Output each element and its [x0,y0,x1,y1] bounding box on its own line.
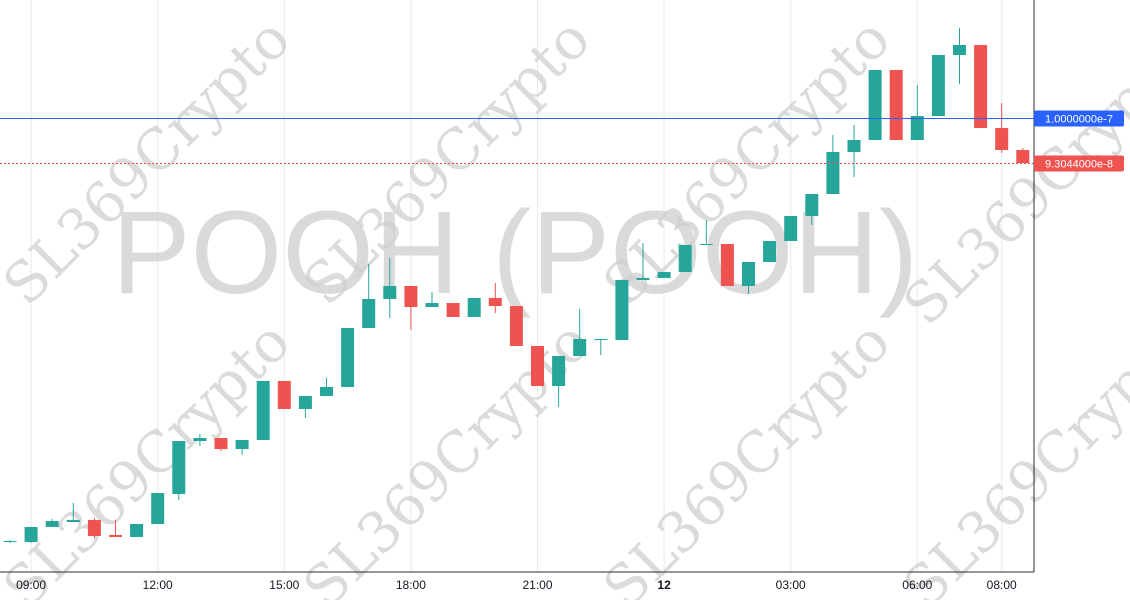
candle-body [699,244,713,246]
candle-body [24,526,38,542]
candle-body [277,380,291,409]
candle-body [742,261,755,286]
x-tick-label: 12:00 [143,578,173,592]
price-badge [1034,155,1124,172]
candle-body [87,519,101,536]
x-tick-label: 08:00 [987,578,1017,592]
candle-body [109,534,122,538]
candle-body [784,216,798,241]
watermark-symbol: POOH (POOH) [112,187,918,319]
x-tick-label: 09:00 [16,578,46,592]
candle-body [910,115,924,140]
plot [0,28,1034,544]
candle-body [341,327,355,387]
candle-body [615,279,629,341]
candle-body [931,54,945,116]
candle-body [214,438,228,450]
candle-body [425,303,439,308]
candle-body [678,244,692,273]
candle-body [130,523,144,538]
candle-body [805,194,819,217]
candle-body [320,386,333,396]
candle-body [531,345,544,387]
x-tick-label: 06:00 [902,578,932,592]
candle-body [847,139,861,153]
candle-body [45,521,59,527]
candle-body [383,286,397,300]
candle-body [657,272,671,278]
candle-body [172,441,186,494]
candle-body [509,305,523,346]
x-tick-label: 12 [657,578,671,592]
candle-body [66,519,80,522]
price-badge [1034,110,1124,127]
candle-body [488,297,502,306]
candle-body [256,380,270,440]
candle-body [995,128,1009,151]
candle-body [3,541,17,543]
candle-body [594,338,608,341]
candle-body [552,355,566,387]
candle-body [573,338,587,356]
x-tick-label: 18:00 [396,578,426,592]
candle-body [636,277,650,280]
candle-body [953,45,966,55]
candle-body [362,299,376,328]
candle-body [763,240,777,262]
price-label: 9.3044000e-8 [1045,158,1113,170]
candle-body [298,395,312,409]
candle-body [446,303,460,317]
candle-body [1016,150,1030,164]
candle-body [193,438,207,442]
candle-body [868,69,882,140]
price-label: 1.0000000e-7 [1045,113,1113,125]
x-tick-label: 15:00 [269,578,299,592]
candle-body [720,244,734,286]
candle-body [235,439,249,450]
candle-body [151,493,165,524]
candle-body [826,152,840,195]
candle-body [974,45,988,129]
axes: 09:00 12:00 15:00 18:00 21:00 12 03:00 06:00 08:… [16,110,1124,592]
x-tick-label: 21:00 [522,578,552,592]
candle-body [467,297,481,317]
candle-body [404,286,418,308]
x-tick-label: 03:00 [776,578,806,592]
candle-body [889,69,903,140]
